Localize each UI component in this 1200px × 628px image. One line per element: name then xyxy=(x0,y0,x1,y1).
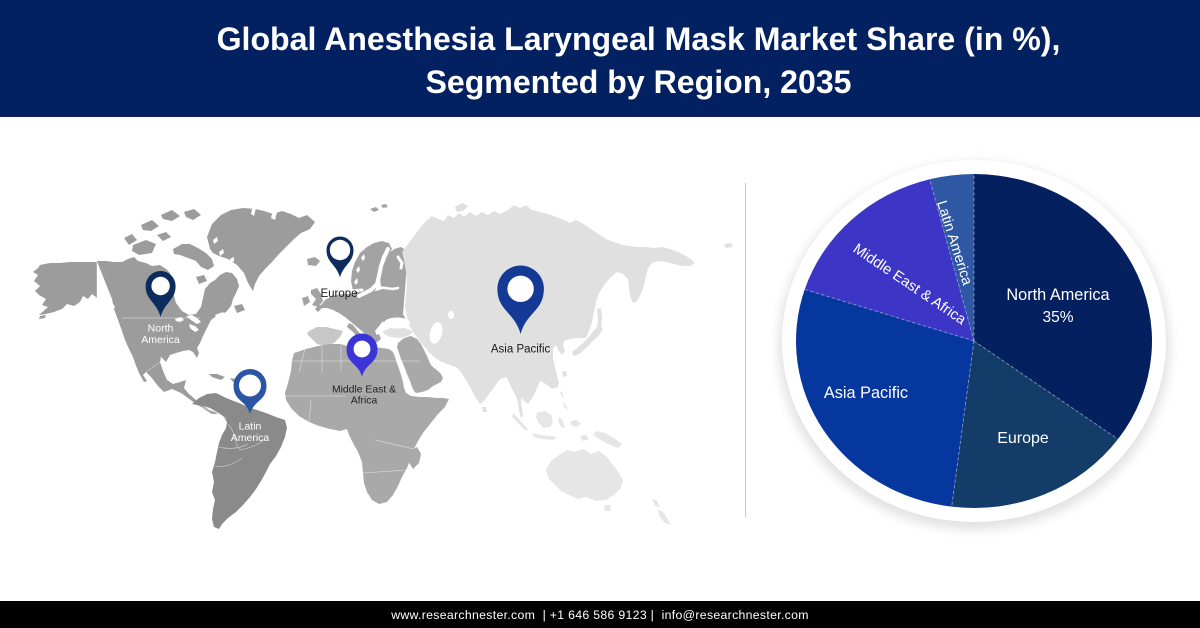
svg-text:Europe: Europe xyxy=(320,288,357,300)
svg-text:Africa: Africa xyxy=(351,396,378,407)
svg-text:Asia Pacific: Asia Pacific xyxy=(491,344,551,356)
svg-text:North America: North America xyxy=(1006,286,1110,304)
svg-text:Europe: Europe xyxy=(997,430,1049,447)
svg-text:America: America xyxy=(141,334,180,346)
svg-text:Asia Pacific: Asia Pacific xyxy=(824,384,908,402)
svg-text:Latin: Latin xyxy=(239,421,262,433)
svg-text:35%: 35% xyxy=(1042,309,1073,326)
svg-text:Middle East &: Middle East & xyxy=(332,385,396,396)
svg-text:North: North xyxy=(148,323,174,335)
svg-text:America: America xyxy=(231,432,270,444)
